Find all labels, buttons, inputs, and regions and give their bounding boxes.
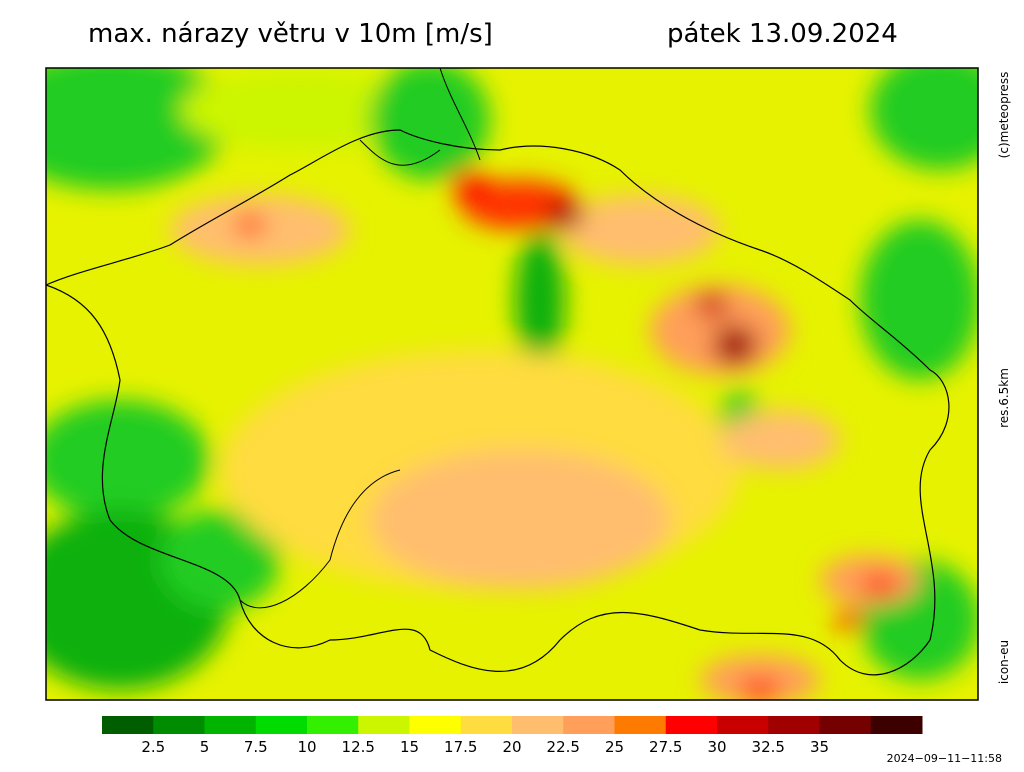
timestamp: 2024−09−11−11:58	[887, 752, 1002, 765]
legend-label: 20	[502, 738, 521, 756]
legend-swatch	[255, 716, 308, 734]
legend-swatch	[512, 716, 564, 734]
legend-label: 17.5	[444, 738, 477, 756]
legend-swatch	[307, 716, 359, 734]
legend-swatch	[204, 716, 257, 734]
legend-label: 22.5	[547, 738, 580, 756]
legend-swatch	[460, 716, 513, 734]
title: max. nárazy větru v 10m [m/s]	[88, 19, 493, 49]
legend-label: 35	[810, 738, 829, 756]
legend-swatch	[768, 716, 820, 734]
legend-label: 10	[297, 738, 316, 756]
legend-swatch	[665, 716, 718, 734]
model: icon-eu	[997, 640, 1011, 684]
legend-label: 27.5	[649, 738, 682, 756]
legend-swatch	[614, 716, 667, 734]
copyright: (c)meteopress	[997, 72, 1011, 159]
map-frame	[45, 67, 979, 701]
legend-label: 30	[707, 738, 726, 756]
legend-swatch	[102, 716, 154, 734]
legend-swatch	[717, 716, 769, 734]
legend-swatch	[563, 716, 615, 734]
legend-label: 5	[200, 738, 210, 756]
legend-label: 15	[400, 738, 419, 756]
legend-swatch	[819, 716, 872, 734]
legend-swatch	[153, 716, 205, 734]
legend-label: 7.5	[244, 738, 268, 756]
color-legend: 2.5 5 7.5 10 12.5 15 17.5 20 22.5 25 27.5 30 32.5 35	[102, 716, 923, 756]
legend-label: 32.5	[752, 738, 785, 756]
date: pátek 13.09.2024	[667, 19, 898, 49]
wind-field	[46, 68, 978, 700]
resolution: res.6.5km	[997, 368, 1011, 428]
legend-label: 2.5	[141, 738, 165, 756]
legend-label: 25	[605, 738, 624, 756]
legend-swatch	[409, 716, 462, 734]
legend-swatch	[870, 716, 923, 734]
legend-swatch	[358, 716, 410, 734]
legend-label: 12.5	[342, 738, 375, 756]
